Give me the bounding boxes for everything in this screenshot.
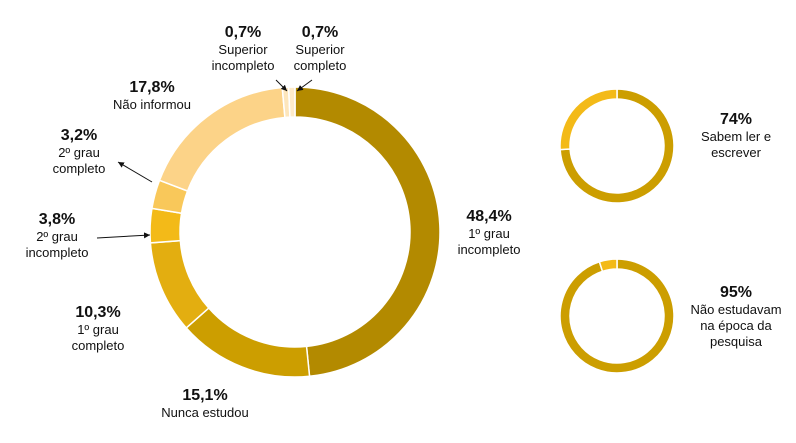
literacy-rest-slice — [559, 88, 618, 151]
label-superior-incompleto-leader-arrow — [275, 79, 288, 92]
label-superior-incompleto-caption-line: Superior — [218, 42, 268, 57]
label-superior-completo-percent: 0,7% — [302, 24, 338, 41]
literacy-caption-line: escrever — [711, 145, 762, 160]
label-nunca-estudou-percent: 15,1% — [182, 387, 227, 404]
label-2-grau-incompleto-percent: 3,8% — [39, 211, 75, 228]
label-1-grau-incompleto-caption-line: incompleto — [458, 242, 521, 257]
label-2-grau-incompleto-caption-line: incompleto — [26, 245, 89, 260]
label-nao-informou-percent: 17,8% — [129, 79, 174, 96]
slice-1-grau-completo — [149, 239, 210, 329]
label-2-grau-completo-caption-line: completo — [53, 161, 106, 176]
not-studying-caption-line: na época da — [700, 318, 772, 333]
label-nunca-estudou-caption-line: Nunca estudou — [161, 405, 248, 420]
slice-nunca-estudou — [185, 306, 311, 378]
label-superior-completo-caption-line: completo — [294, 58, 347, 73]
label-nao-informou-label: 17,8%Não informou — [113, 79, 191, 112]
label-nao-informou-caption-line: Não informou — [113, 97, 191, 112]
not-studying-main-slice — [559, 258, 675, 374]
label-superior-incompleto-percent: 0,7% — [225, 24, 261, 41]
label-1-grau-completo-caption-line: 1º grau — [77, 322, 119, 337]
label-superior-incompleto-caption-line: incompleto — [212, 58, 275, 73]
label-2-grau-completo-leader-arrow — [117, 161, 153, 183]
label-2-grau-incompleto-caption-line: 2º grau — [36, 229, 78, 244]
label-nunca-estudou-label: 15,1%Nunca estudou — [161, 387, 248, 420]
not-studying-rest-slice — [598, 258, 618, 273]
slice-superior-completo — [287, 86, 296, 118]
not-studying-caption-line: pesquisa — [710, 334, 763, 349]
label-2-grau-incompleto-leader-arrow — [96, 232, 151, 239]
slice-1-grau-incompleto — [294, 86, 441, 378]
not-studying-percent: 95% — [720, 284, 752, 301]
label-2-grau-completo-caption-line: 2º grau — [58, 145, 100, 160]
main-donut-chart — [149, 86, 441, 378]
not-studying-caption-line: Não estudavam — [690, 302, 781, 317]
slice-2-grau-incompleto — [149, 207, 183, 244]
label-2-grau-completo-percent: 3,2% — [61, 127, 97, 144]
label-superior-completo-leader-arrow — [296, 79, 313, 92]
label-1-grau-incompleto-caption-line: 1º grau — [468, 226, 510, 241]
literacy-percent: 74% — [720, 111, 752, 128]
label-1-grau-completo-percent: 10,3% — [75, 304, 120, 321]
label-1-grau-incompleto-percent: 48,4% — [466, 208, 511, 225]
literacy-caption-line: Sabem ler e — [701, 129, 771, 144]
label-superior-completo-caption-line: Superior — [295, 42, 345, 57]
label-1-grau-completo-caption-line: completo — [72, 338, 125, 353]
